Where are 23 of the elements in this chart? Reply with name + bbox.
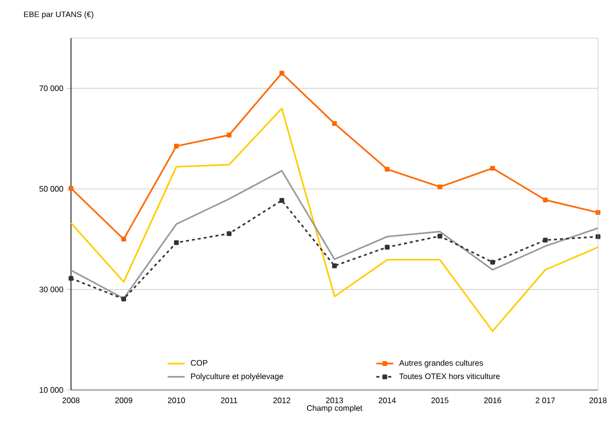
point [226,132,232,138]
point [174,240,179,246]
point [596,234,600,240]
point [490,260,495,265]
point [438,234,442,239]
point [121,236,126,242]
point [490,166,495,171]
point [384,244,390,250]
point [121,296,126,302]
point [542,198,548,202]
point [384,166,390,172]
point [332,263,337,268]
point [174,144,179,149]
point [68,276,74,281]
line-series [70,108,599,332]
point [542,238,548,243]
point [226,231,232,236]
point [279,198,284,203]
point [279,70,284,76]
point [438,184,442,190]
point [332,121,337,126]
point [68,186,74,191]
point [596,210,600,215]
